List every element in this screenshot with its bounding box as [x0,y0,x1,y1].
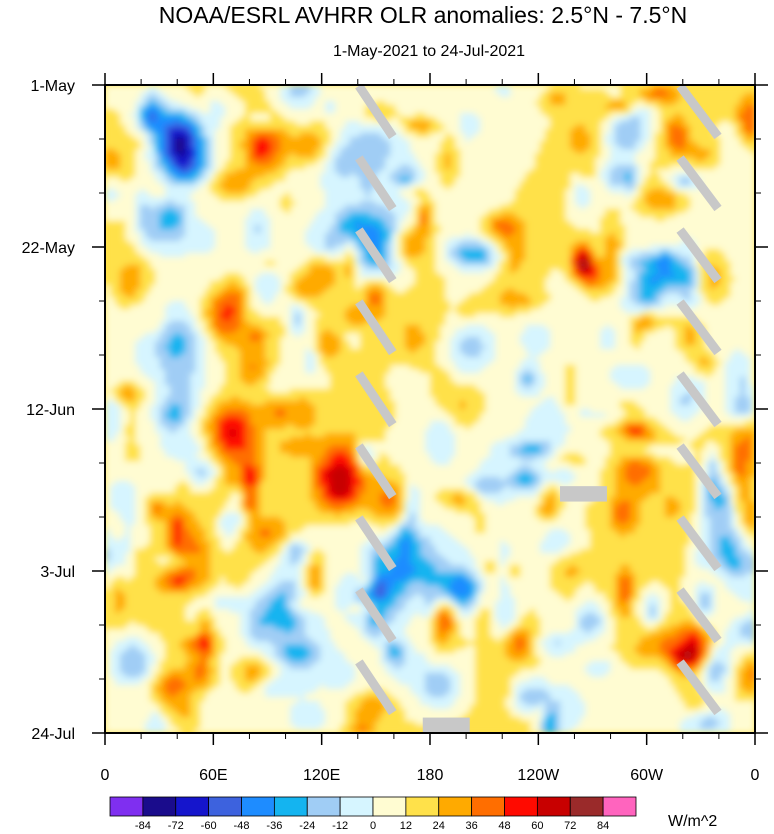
y-tick-label: 24-Jul [31,726,75,743]
x-tick-label: 120W [517,767,560,784]
colorbar-swatch [109,796,144,817]
missing-data-block [560,486,607,502]
x-tick-label: 0 [751,767,760,784]
missing-data-streak [676,371,722,428]
missing-data-streak [355,515,397,572]
x-axis: 0 60E 120E 180 120W 60W 0 [101,73,760,784]
colorbar-label: 0 [370,820,376,832]
colorbar-swatch [175,796,210,817]
colorbar-swatch [602,796,637,817]
colorbar-label: -12 [332,820,348,832]
colorbar: -84 -72 -60 -48 -36 -24 -12 0 12 24 36 48 60 72 84 [109,796,637,832]
x-tick-label: 180 [417,767,444,784]
missing-data-regions [355,85,722,733]
missing-data-streak [355,85,397,140]
colorbar-label: -36 [266,820,282,832]
colorbar-label: 72 [564,820,576,832]
colorbar-label: -24 [299,820,315,832]
missing-data-streak [355,299,397,356]
colorbar-label: -60 [201,820,217,832]
colorbar-label: 60 [531,820,543,832]
missing-data-streak [355,659,397,716]
colorbar-swatch [306,796,341,817]
y-tick-label: 22-May [22,240,75,257]
missing-data-streak [676,227,722,284]
colorbar-label: 84 [597,820,609,832]
colorbar-label: 24 [433,820,445,832]
colorbar-swatch [536,796,571,817]
y-axis: 1-May 22-May 12-Jun 3-Jul 24-Jul [22,78,768,743]
colorbar-label: 12 [400,820,412,832]
missing-data-streak [676,515,722,572]
missing-data-streak [355,227,397,284]
colorbar-label: 36 [466,820,478,832]
missing-data-streak [676,155,722,212]
chart-title: NOAA/ESRL AVHRR OLR anomalies: 2.5°N - 7… [159,2,687,28]
colorbar-swatch [273,796,308,817]
colorbar-label: -84 [135,820,151,832]
missing-data-streak [676,85,722,140]
missing-data-streak [355,155,397,212]
colorbar-swatch [372,796,407,817]
y-tick-label: 1-May [31,78,75,95]
colorbar-swatch [241,796,275,817]
x-tick-label: 60W [630,767,664,784]
colorbar-swatch [438,796,473,817]
colorbar-swatch [339,796,374,817]
colorbar-label: 48 [498,820,510,832]
colorbar-swatch [208,796,242,817]
x-tick-label: 0 [101,767,110,784]
colorbar-swatch [142,796,177,817]
units-label: W/m^2 [668,813,717,830]
colorbar-label: -72 [168,820,184,832]
y-tick-label: 12-Jun [26,402,75,419]
missing-data-streak [676,443,722,500]
missing-data-streak [676,299,722,356]
chart-subtitle: 1-May-2021 to 24-Jul-2021 [333,43,525,60]
olr-anomaly-field [105,85,755,733]
plot-area [105,85,755,733]
colorbar-swatch [504,796,538,817]
x-tick-label: 120E [303,767,340,784]
colorbar-label: -48 [234,820,250,832]
colorbar-swatch [471,796,505,817]
missing-data-streak [355,371,397,428]
missing-data-streak [355,443,397,500]
missing-data-streak [355,587,397,644]
missing-data-streak [676,587,722,644]
x-tick-label: 60E [199,767,227,784]
colorbar-swatch [569,796,604,817]
missing-data-block [422,717,470,733]
missing-data-streak [676,659,722,716]
y-tick-label: 3-Jul [40,564,75,581]
colorbar-swatch [405,796,440,817]
